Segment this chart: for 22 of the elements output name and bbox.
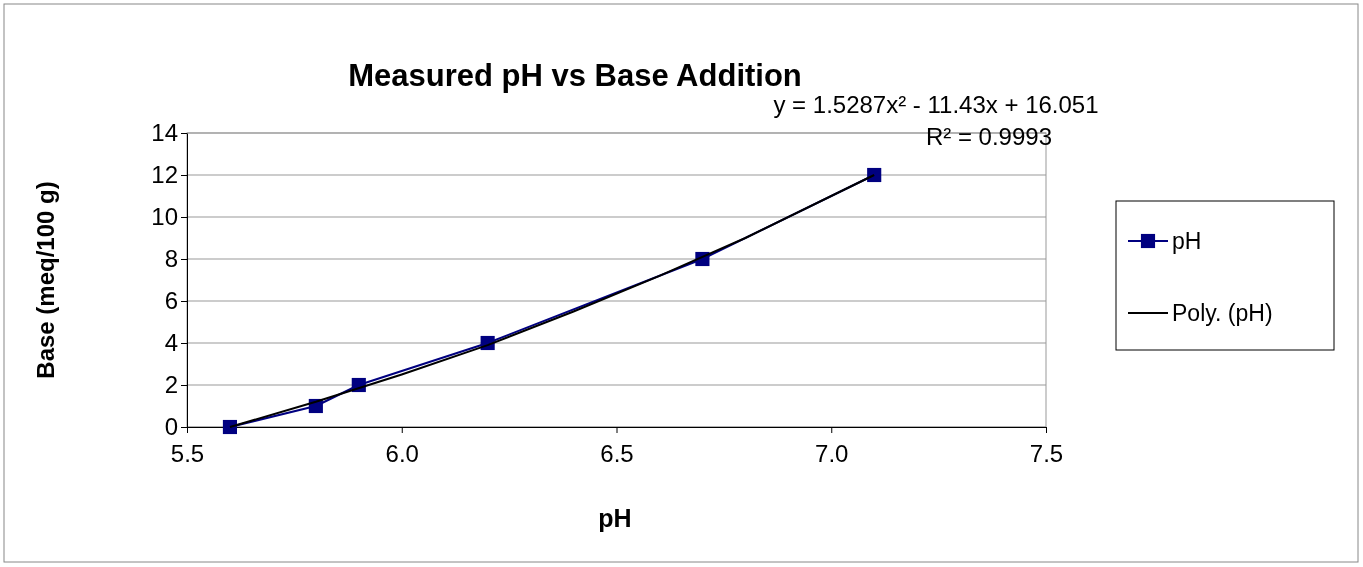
y-tick-label: 8	[164, 245, 178, 273]
x-tick-label: 7.5	[1029, 440, 1064, 468]
y-tick-label: 10	[151, 203, 178, 231]
x-tick-label: 6.0	[385, 440, 419, 468]
chart-title: Measured pH vs Base Addition	[348, 58, 802, 93]
point	[867, 167, 882, 183]
point	[222, 419, 238, 435]
y-tick-label: 2	[164, 371, 178, 399]
y-axis-title: Base (meq/100 g)	[32, 181, 59, 379]
y-tick-label: 12	[151, 161, 178, 189]
y-tick-label: 14	[151, 119, 178, 147]
x-tick-label: 5.5	[170, 440, 205, 468]
x-tick-label: 6.5	[600, 440, 634, 468]
x-axis-title: pH	[598, 504, 632, 532]
text: y = 1.5287x² - 11.43x + 16.051	[773, 91, 1099, 118]
x-tick-label: 7.0	[815, 440, 849, 468]
legend-label: Poly. (pH)	[1172, 300, 1273, 326]
y-tick-label: 6	[164, 287, 178, 315]
y-tick-label: 0	[164, 413, 178, 441]
annotation: R² = 0.9993	[925, 123, 1052, 150]
y-tick-label: 4	[164, 329, 178, 357]
legend-label: pH	[1172, 228, 1202, 254]
